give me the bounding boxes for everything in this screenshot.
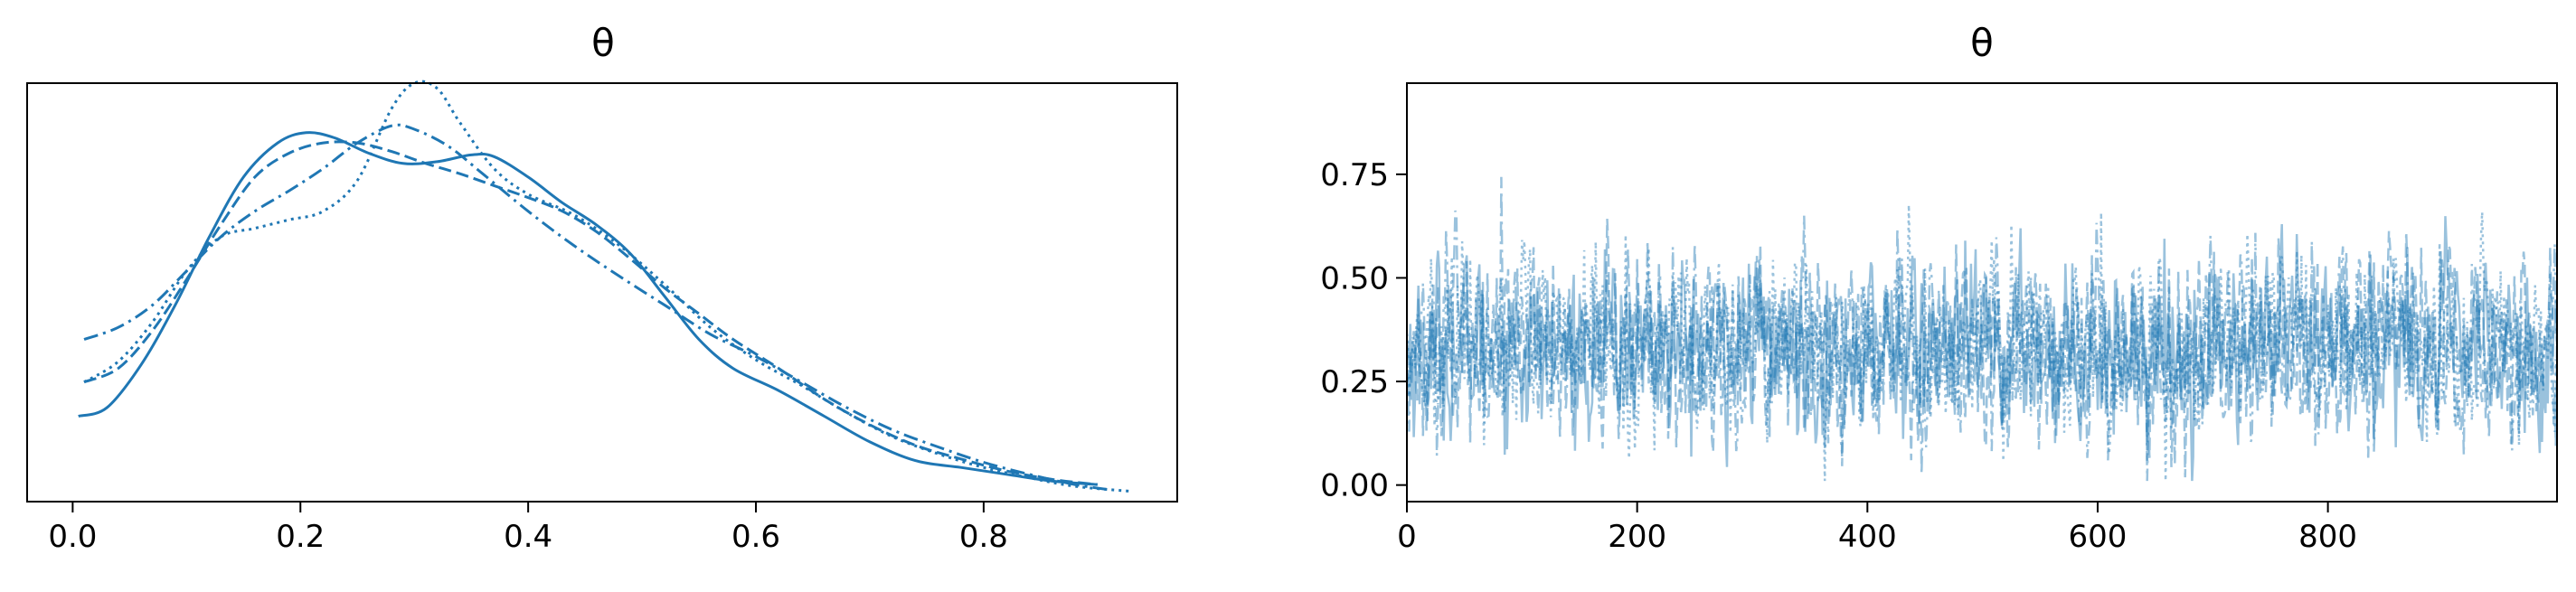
trace-chain-solid <box>1407 216 2557 482</box>
kde-lines <box>78 80 1132 493</box>
kde-line-dashed <box>83 140 1098 486</box>
trace-y-tick-label: 0.75 <box>1320 157 1389 193</box>
trace-y-tick-label: 0.00 <box>1320 468 1389 504</box>
kde-line-solid <box>78 131 1098 486</box>
trace-x-tick-label: 0 <box>1397 519 1417 555</box>
trace-x-tick-label: 600 <box>2069 519 2128 555</box>
trace-x-tick-label: 400 <box>1838 519 1897 555</box>
kde-line-dashdot <box>83 123 1109 492</box>
kde-panel: θ 0.0 0.2 0.4 0.6 0.8 <box>26 21 1178 555</box>
kde-title: θ <box>591 21 615 65</box>
trace-x-axis: 0 200 400 600 800 <box>1397 502 2357 555</box>
kde-plot-frame <box>26 82 1178 503</box>
trace-y-tick-label: 0.50 <box>1320 260 1389 296</box>
trace-title: θ <box>1970 21 1994 65</box>
trace-panel: θ 0 200 400 600 800 0.00 0.25 0.50 0.75 <box>1320 21 2558 555</box>
trace-x-tick-label: 800 <box>2298 519 2357 555</box>
trace-y-tick-label: 0.25 <box>1320 364 1389 400</box>
kde-x-tick-label: 0.8 <box>959 519 1008 555</box>
trace-lines <box>1407 176 2557 482</box>
trace-chain-dashed <box>1407 219 2557 478</box>
trace-chain-dotted <box>1407 204 2557 482</box>
kde-x-tick-label: 0.2 <box>276 519 325 555</box>
trace-y-axis: 0.00 0.25 0.50 0.75 <box>1320 157 1407 504</box>
kde-x-tick-label: 0.6 <box>731 519 780 555</box>
kde-x-tick-label: 0.0 <box>48 519 97 555</box>
kde-x-tick-label: 0.4 <box>504 519 552 555</box>
trace-x-tick-label: 200 <box>1608 519 1666 555</box>
kde-line-dotted <box>83 80 1132 493</box>
trace-plot-frame <box>1406 82 2558 503</box>
kde-x-axis: 0.0 0.2 0.4 0.6 0.8 <box>48 502 1008 555</box>
